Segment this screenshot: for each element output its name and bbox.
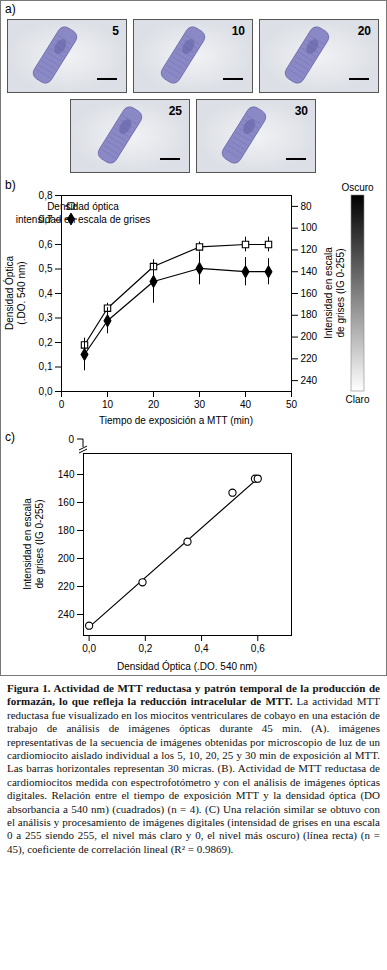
html-text:c): c) [5, 430, 15, 444]
svg-text:180: 180 [301, 309, 318, 320]
svg-text:220: 220 [301, 353, 318, 364]
svg-text:160: 160 [58, 497, 75, 508]
svg-text:Tiempo de exposición a MTT (mi: Tiempo de exposición a MTT (min) [99, 415, 253, 426]
svg-text:50: 50 [286, 399, 298, 410]
svg-text:140: 140 [301, 266, 318, 277]
svg-text:Densidad óptica: Densidad óptica [47, 201, 119, 212]
svg-text:0,8: 0,8 [39, 190, 53, 201]
svg-text:0,6: 0,6 [39, 239, 53, 250]
svg-text:40: 40 [240, 399, 252, 410]
svg-text:0,6: 0,6 [251, 643, 265, 654]
svg-text:20: 20 [358, 24, 372, 38]
svg-text:0,5: 0,5 [39, 263, 53, 274]
svg-text:0,1: 0,1 [39, 361, 53, 372]
svg-text:200: 200 [58, 553, 75, 564]
svg-text:120: 120 [301, 244, 318, 255]
svg-text:200: 200 [301, 331, 318, 342]
svg-text:220: 220 [58, 581, 75, 592]
svg-text:intensidad en escala de grises: intensidad en escala de grises [16, 214, 151, 225]
svg-text:0,3: 0,3 [39, 312, 53, 323]
svg-text:0,4: 0,4 [39, 288, 53, 299]
svg-text:0,0: 0,0 [39, 386, 53, 397]
svg-text:Densidad Óptica(.DO. 540 nm): Densidad Óptica(.DO. 540 nm) [3, 256, 27, 330]
svg-text:Intensidad en escalade grises: Intensidad en escalade grises (IG 0-255) [22, 498, 45, 590]
svg-text:0: 0 [59, 399, 65, 410]
svg-text:0,2: 0,2 [39, 337, 53, 348]
svg-text:Densidad Óptica (.DO. 540 nm): Densidad Óptica (.DO. 540 nm) [117, 660, 257, 672]
svg-text:10: 10 [102, 399, 114, 410]
svg-text:0: 0 [68, 434, 74, 445]
svg-text:Claro: Claro [346, 394, 370, 405]
html-text:b): b) [5, 178, 16, 192]
svg-text:10: 10 [232, 24, 246, 38]
svg-text:240: 240 [58, 609, 75, 620]
svg-text:80: 80 [301, 201, 313, 212]
svg-text:0,0: 0,0 [82, 643, 96, 654]
svg-text:240: 240 [301, 375, 318, 386]
svg-text:Oscuro: Oscuro [341, 182, 374, 193]
svg-text:5: 5 [112, 24, 119, 38]
svg-text:0,2: 0,2 [138, 643, 152, 654]
svg-text:100: 100 [301, 222, 318, 233]
html-text:a): a) [5, 2, 16, 16]
svg-text:Intensidad en escalade grises: Intensidad en escalade grises (IG 0-255) [323, 247, 346, 339]
svg-text:30: 30 [194, 399, 206, 410]
svg-text:0,4: 0,4 [195, 643, 209, 654]
svg-text:160: 160 [301, 288, 318, 299]
svg-text:180: 180 [58, 525, 75, 536]
svg-text:20: 20 [148, 399, 160, 410]
svg-text:30: 30 [295, 104, 309, 118]
svg-text:25: 25 [169, 104, 183, 118]
svg-text:140: 140 [58, 469, 75, 480]
html-text:Figura 1. Actividad de MTT red: Figura 1. Actividad de MTT reductasa y p… [7, 682, 380, 855]
